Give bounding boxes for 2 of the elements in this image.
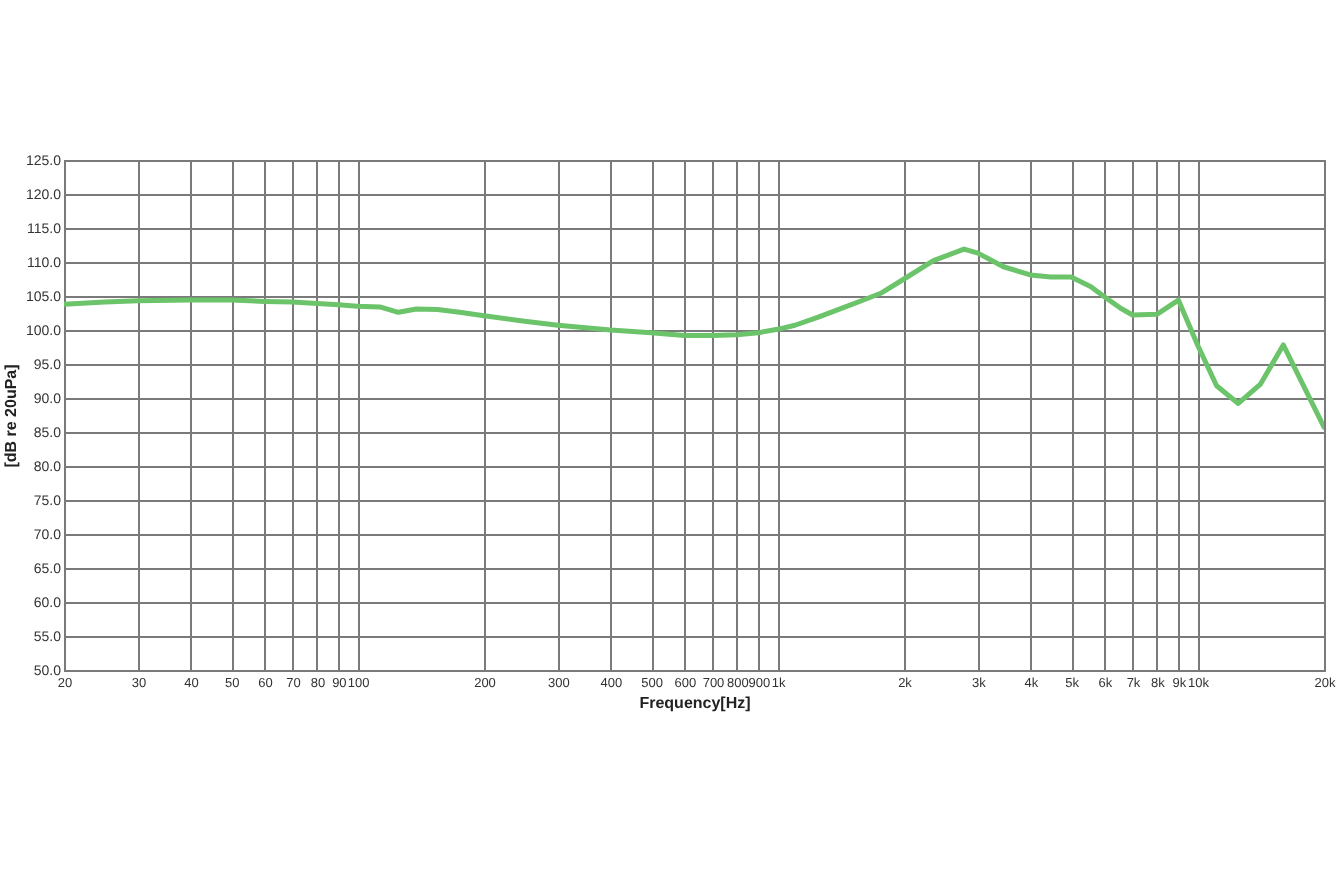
x-axis-title: Frequency[Hz]	[639, 694, 752, 712]
y-axis-title: [dB re 20uPa]	[1, 363, 20, 468]
